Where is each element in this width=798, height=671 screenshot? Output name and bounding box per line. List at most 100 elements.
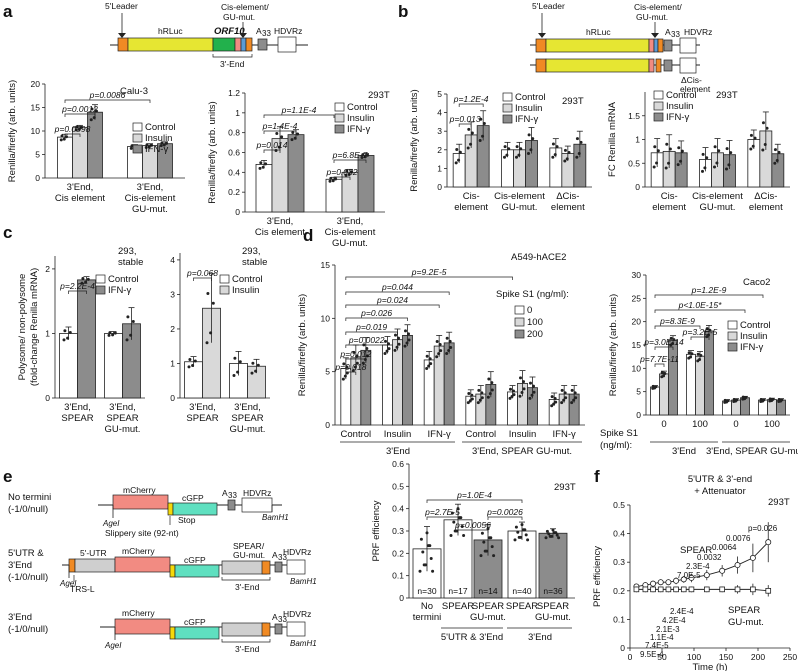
e_prf-n-label: n=14: [478, 586, 497, 596]
e_prf-bar-point: [479, 554, 483, 558]
panel-label-c: c: [3, 223, 12, 242]
d_caco2-pvalue: p=3.2E-5: [682, 327, 718, 337]
d_caco2-bar-Insulin-point: [699, 354, 703, 358]
c_insulin-bar-Control-point: [238, 360, 242, 364]
e1-a33: A: [222, 488, 228, 498]
c_ifng-legend-swatch: [95, 285, 106, 295]
b_renilla-bar-Control-point: [553, 153, 557, 157]
a_calu3-legend-swatch: [132, 144, 143, 154]
d_caco2-bar-Control-point: [687, 351, 691, 355]
b_renilla-bar-Control-point: [503, 145, 507, 149]
a_293t-bar-IFN: [287, 134, 305, 213]
a_293t-bar-Control-point: [261, 165, 265, 169]
f-label-gu-2: GU-mut.: [728, 617, 764, 628]
b_fc-ylabel: FC Renilla mRNA: [607, 101, 618, 177]
f-point-gu: [665, 586, 672, 593]
d_a549-legend-label: 0: [527, 305, 532, 316]
b_renilla-bar-Insulin-point: [466, 146, 470, 150]
a_calu3-bar-Insulin-point: [144, 145, 148, 149]
c_insulin-bar-Insulin-point: [251, 361, 255, 365]
e2-three-end: 3'-End: [235, 582, 260, 592]
a33-label: A: [256, 26, 262, 36]
d_a549-bar-100-point: [480, 391, 484, 395]
a_calu3-pvalue: p=0.0012: [61, 104, 98, 114]
d2-xlabel-2: (ng/ml):: [600, 440, 632, 451]
e_prf-bar-point: [520, 523, 524, 527]
b_fc-bar-Control-point: [751, 144, 755, 148]
b_renilla-bar-Insulin-point: [515, 155, 518, 159]
b_renilla-bar-IFN-point: [579, 140, 583, 144]
b_renilla-xtick-label: Cis-element: [494, 191, 545, 202]
d_a549-bar-200-point: [486, 395, 490, 399]
a_calu3-xtick-label: GU-mut.: [132, 204, 168, 215]
d_a549-bar-100-point: [355, 361, 359, 365]
f-pvalue: 4.2E-4: [662, 616, 686, 625]
c2-cell-1: 293,: [242, 246, 261, 257]
d_a549-ylabel: Renilla/firefly (arb. units): [297, 294, 308, 396]
c_insulin-bar-Control-point: [193, 359, 197, 363]
e_prf-bar-point: [453, 529, 457, 533]
f-pvalue: 7.4E-5: [645, 641, 669, 650]
d_a549-bar-100-point: [353, 365, 357, 369]
d_a549-bar-0-point: [510, 395, 514, 399]
e_prf-bracket: [426, 499, 523, 503]
a_293t-xtick-label: Cis-element: [325, 227, 376, 238]
b_renilla-pvalue: p=0.013: [449, 114, 481, 124]
b_fc-bar-Insulin-point: [664, 166, 668, 170]
a_293t-bar-IFN-point: [291, 131, 295, 135]
e1-hdvrz: HDVRz: [243, 488, 271, 498]
c_insulin-bar-Insulin-point: [206, 291, 210, 295]
d_caco2-bar-IFN-point: [777, 397, 781, 401]
d_a549-xtick-label: Insulin: [384, 429, 411, 440]
d_a549-bar-100-point: [563, 391, 567, 395]
d_a549-bar-200-point: [530, 393, 534, 397]
f-pvalue: 0.0032: [697, 553, 722, 562]
f-point-gu: [765, 588, 772, 594]
f-xtick-label: 100: [687, 652, 701, 662]
panel-label-f: f: [594, 467, 600, 486]
e_prf-bar-point: [425, 531, 429, 535]
d_a549-xtick-label: Insulin: [509, 429, 536, 440]
d_caco2-bar-Insulin: [659, 373, 669, 416]
d_a549-bar-200-point: [445, 336, 449, 340]
f_time-ytick-label: 0: [620, 643, 625, 653]
d_a549-bar-100: [433, 345, 445, 426]
e_prf-bar-point: [418, 569, 422, 573]
f-point-gu: [688, 586, 695, 593]
d_a549-bar-200-point: [404, 329, 407, 333]
b_fc-bar-Control-point: [653, 145, 657, 149]
chart-b_fc: 0 0.5 1 1.5 FC Renilla mRNA Cis-element Cis-el…: [607, 90, 790, 213]
d_a549-legend-swatch: [514, 329, 525, 339]
b_fc-bar-IFN-point: [777, 150, 781, 154]
e_prf-bar-point: [526, 538, 530, 542]
c_insulin-legend-swatch: [219, 285, 230, 295]
d_caco2-bracket: [654, 363, 665, 367]
e_prf-pvalue: p=1.0E-4: [456, 490, 492, 500]
b_fc-bar-IFN-point: [773, 161, 777, 165]
f-point-gu: [642, 586, 649, 593]
d_a549-bar-100-point: [478, 398, 482, 402]
e2-five-utr: 5'-UTR: [80, 548, 107, 558]
d_a549-bar-100-point: [520, 391, 524, 395]
a_293t-pvalue: p=6.8E-7: [332, 150, 368, 160]
d_caco2-bar-Insulin-point: [660, 371, 664, 375]
e3-a33-sub: 33: [278, 615, 287, 624]
e_prf-bracket: [487, 516, 523, 520]
e2-trs: TRS-L: [70, 584, 95, 594]
d-spike-title: Spike S1 (ng/ml):: [496, 289, 569, 300]
d_a549-bar-100-point: [435, 339, 439, 343]
d_caco2-legend-label: Insulin: [740, 331, 767, 342]
b_renilla-bar-Insulin-point: [567, 150, 571, 154]
c_ifng-ytick-label: 2: [45, 264, 50, 274]
c2-cell-2: stable: [242, 257, 267, 268]
d_caco2-xtick-label: 100: [692, 419, 708, 430]
e_prf-ytick-label: 0.3: [392, 526, 404, 536]
a_293t-xtick-label: GU-mut.: [332, 238, 368, 249]
b_fc-xtick-label: GU-mut.: [700, 202, 736, 213]
e1-agel: AgeI: [102, 519, 120, 528]
b_fc-bar-IFN-point: [727, 163, 731, 167]
e_prf-ylabel: PRF efficiency: [371, 500, 382, 561]
b_renilla-bar-Insulin-point: [470, 131, 474, 135]
d_a549-bar-200-point: [445, 352, 449, 356]
b_fc-bar-IFN-point: [679, 159, 683, 163]
